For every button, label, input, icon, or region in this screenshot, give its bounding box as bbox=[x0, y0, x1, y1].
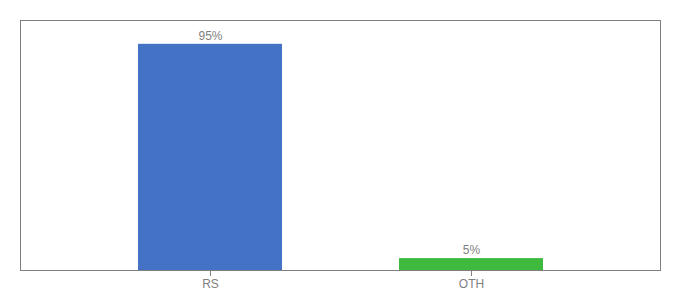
svg-text:5%: 5% bbox=[463, 243, 481, 257]
svg-text:RS: RS bbox=[202, 277, 219, 291]
svg-text:OTH: OTH bbox=[459, 277, 484, 291]
svg-text:95%: 95% bbox=[198, 29, 222, 43]
